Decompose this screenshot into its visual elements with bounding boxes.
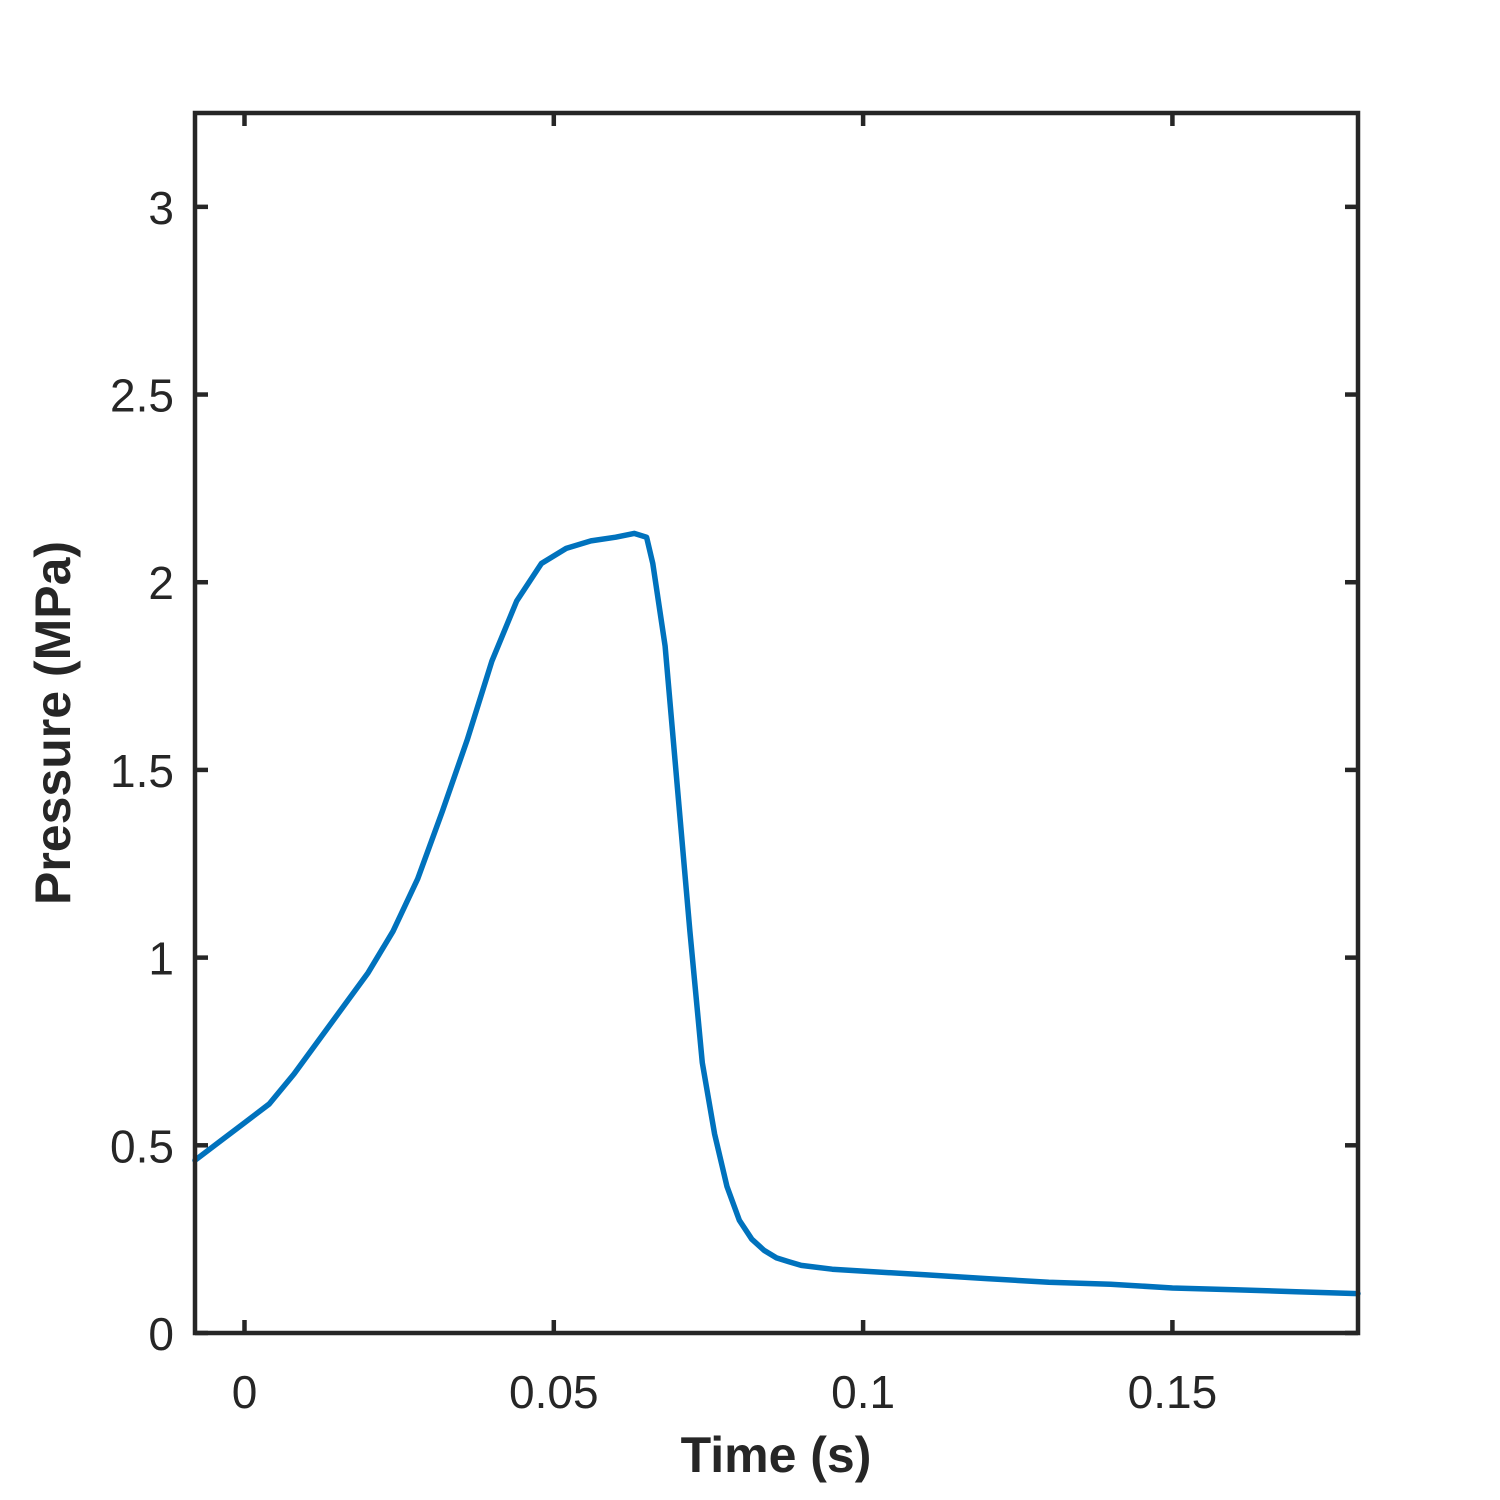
pressure-series-line <box>192 530 1361 1297</box>
y-tick-label: 3 <box>148 182 174 234</box>
y-tick-label: 1.5 <box>110 745 174 797</box>
y-tick-label: 2.5 <box>110 370 174 422</box>
y-tick-label: 0 <box>148 1308 174 1360</box>
x-tick-label: 0.15 <box>1128 1366 1218 1418</box>
y-axis-label: Pressure (MPa) <box>25 541 81 905</box>
tick-labels: 0 0.05 0.1 0.15 0 0.5 1 1.5 2 2.5 3 <box>110 182 1217 1418</box>
y-tick-label: 2 <box>148 557 174 609</box>
x-tick-label: 0.1 <box>831 1366 895 1418</box>
plot-area <box>195 113 1358 1333</box>
x-axis-label: Time (s) <box>681 1427 872 1483</box>
x-tick-label: 0 <box>232 1366 258 1418</box>
x-tick-label: 0.05 <box>509 1366 599 1418</box>
y-tick-label: 1 <box>148 933 174 985</box>
y-tick-label: 0.5 <box>110 1120 174 1172</box>
axes-frame <box>192 110 1361 1336</box>
